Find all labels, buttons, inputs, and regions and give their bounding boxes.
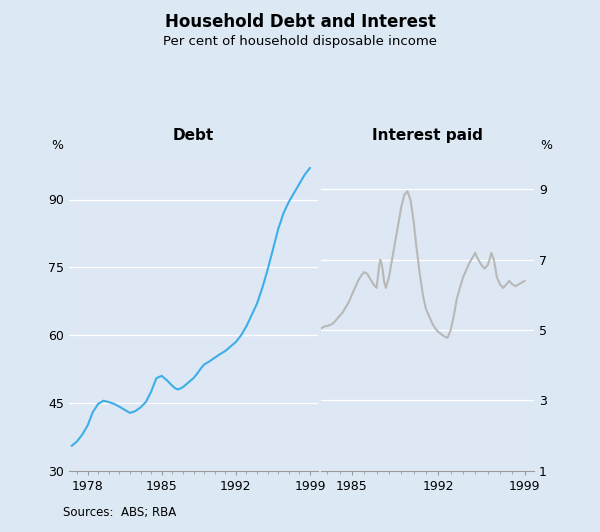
Text: Sources:  ABS; RBA: Sources: ABS; RBA: [63, 506, 176, 519]
Text: Interest paid: Interest paid: [372, 128, 483, 143]
Text: Household Debt and Interest: Household Debt and Interest: [164, 13, 436, 31]
Text: Per cent of household disposable income: Per cent of household disposable income: [163, 35, 437, 47]
Text: %: %: [51, 139, 63, 152]
Text: Debt: Debt: [173, 128, 214, 143]
Text: %: %: [540, 139, 552, 152]
